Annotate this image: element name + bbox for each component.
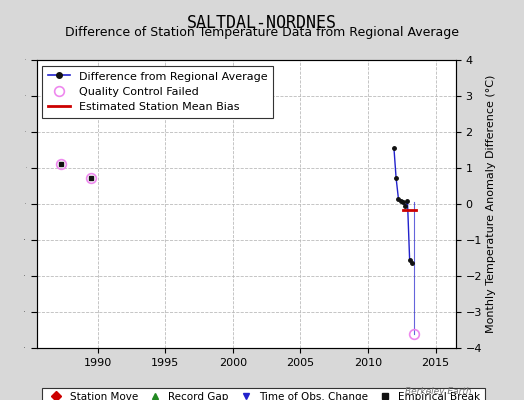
- Legend: Station Move, Record Gap, Time of Obs. Change, Empirical Break: Station Move, Record Gap, Time of Obs. C…: [42, 388, 485, 400]
- Text: Berkeley Earth: Berkeley Earth: [405, 387, 472, 396]
- Y-axis label: Monthly Temperature Anomaly Difference (°C): Monthly Temperature Anomaly Difference (…: [486, 75, 496, 333]
- Text: Difference of Station Temperature Data from Regional Average: Difference of Station Temperature Data f…: [65, 26, 459, 39]
- Text: SALTDAL-NORDNES: SALTDAL-NORDNES: [187, 14, 337, 32]
